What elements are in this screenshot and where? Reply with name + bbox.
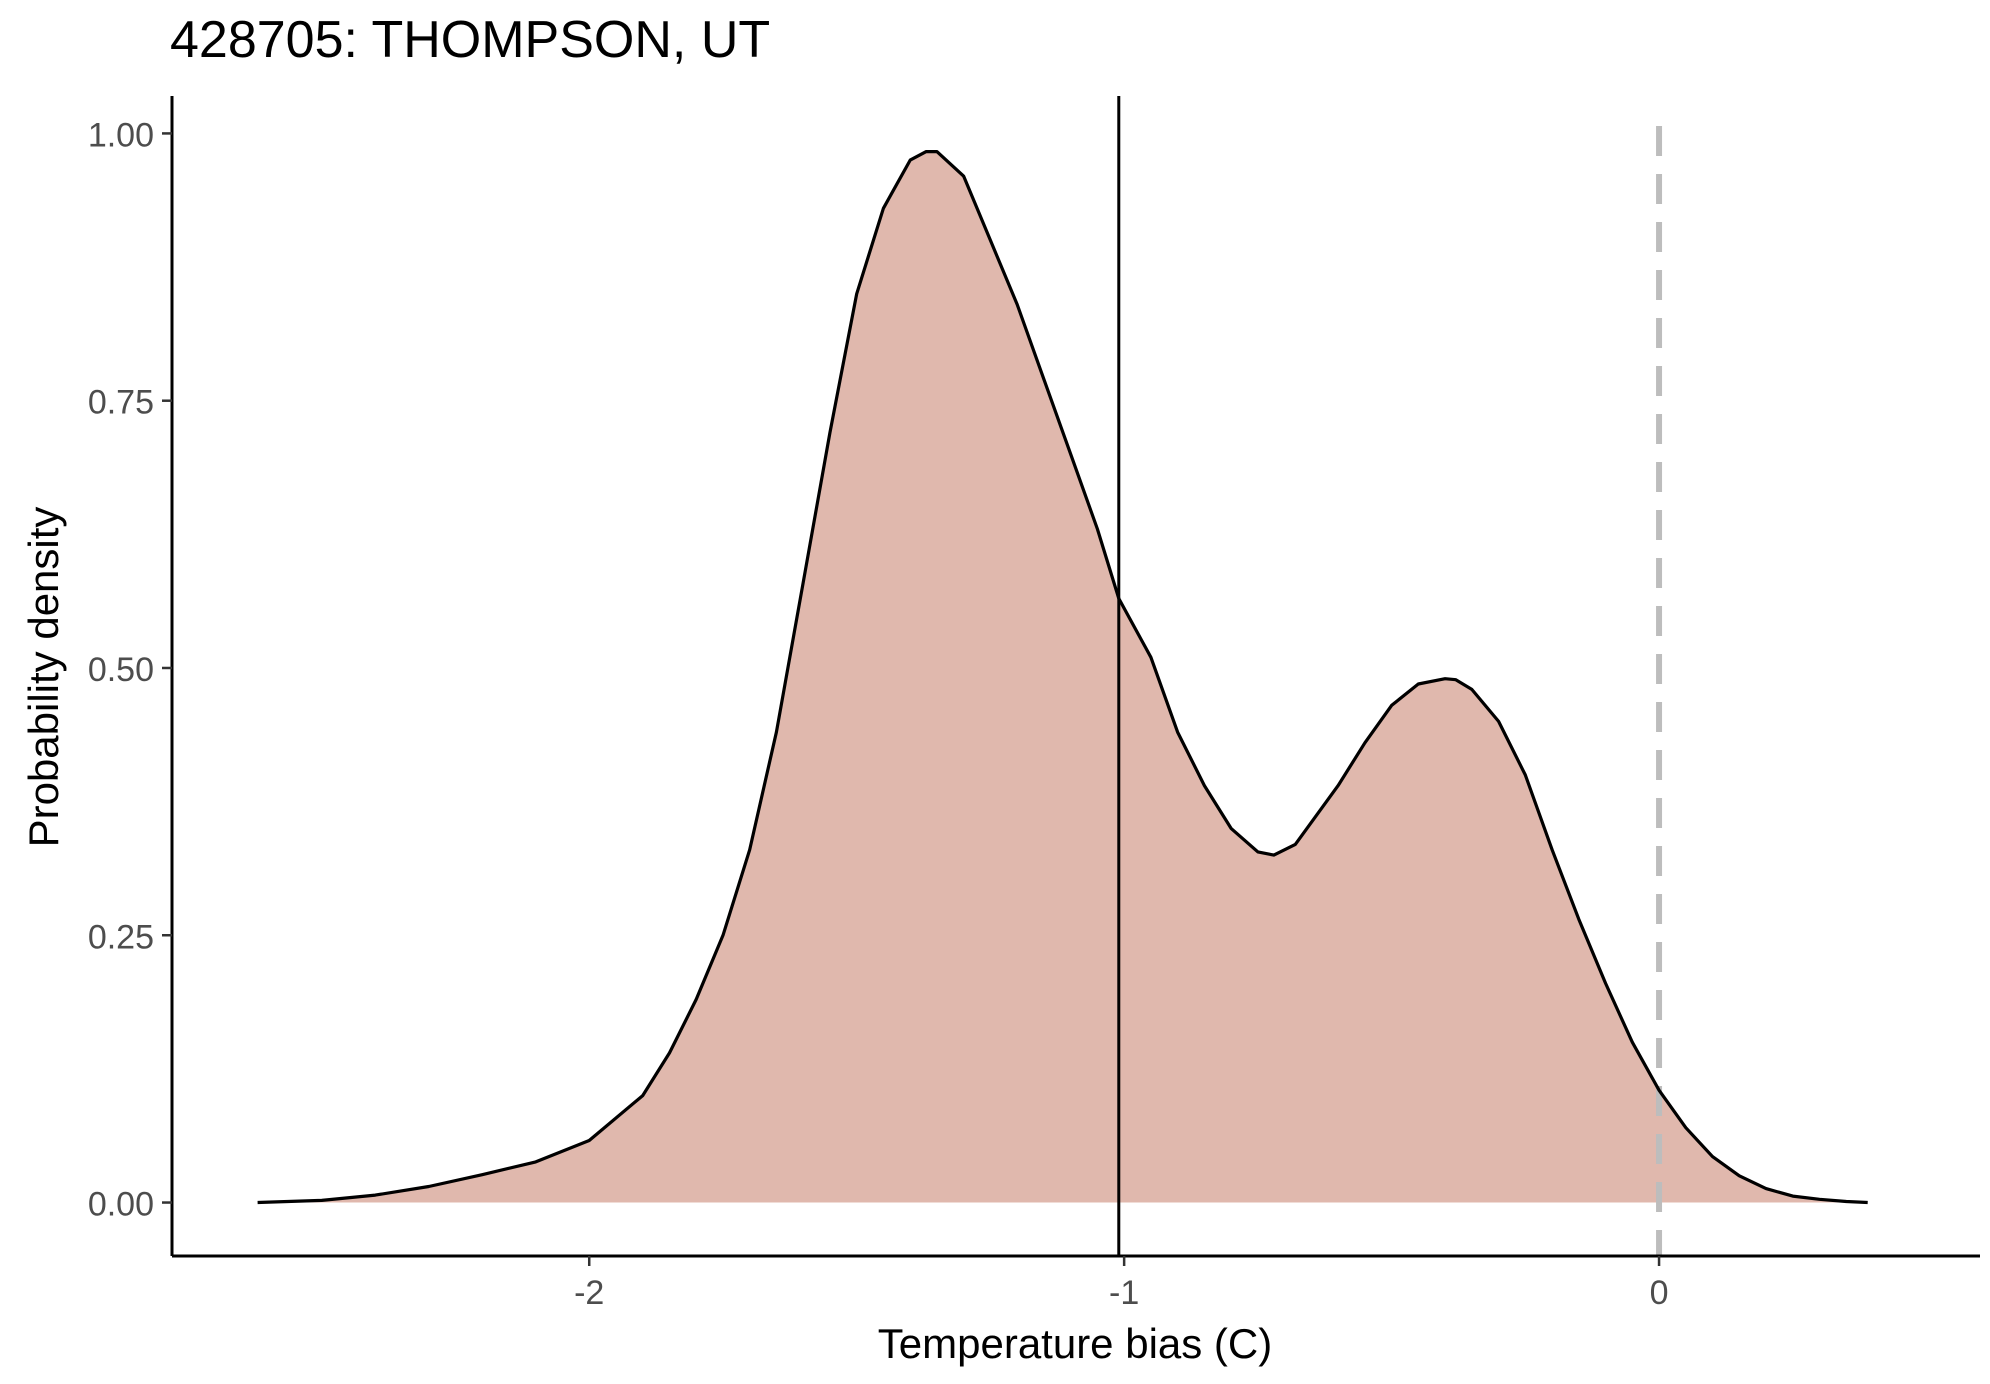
- y-tick-label: 0.00: [88, 1186, 154, 1224]
- chart-title: 428705: THOMPSON, UT: [170, 11, 771, 69]
- x-tick-label: -1: [1109, 1274, 1139, 1312]
- x-tick-label: -2: [574, 1274, 604, 1312]
- y-axis-title: Probability density: [20, 507, 67, 848]
- x-axis-title: Temperature bias (C): [878, 1320, 1272, 1367]
- y-tick-label: 0.50: [88, 651, 154, 689]
- y-tick-label: 1.00: [88, 116, 154, 154]
- density-line: [257, 150, 1868, 1205]
- x-tick-label: 0: [1650, 1274, 1669, 1312]
- y-tick-label: 0.75: [88, 384, 154, 422]
- y-tick-label: 0.25: [88, 918, 154, 956]
- density-area: [257, 151, 1868, 1203]
